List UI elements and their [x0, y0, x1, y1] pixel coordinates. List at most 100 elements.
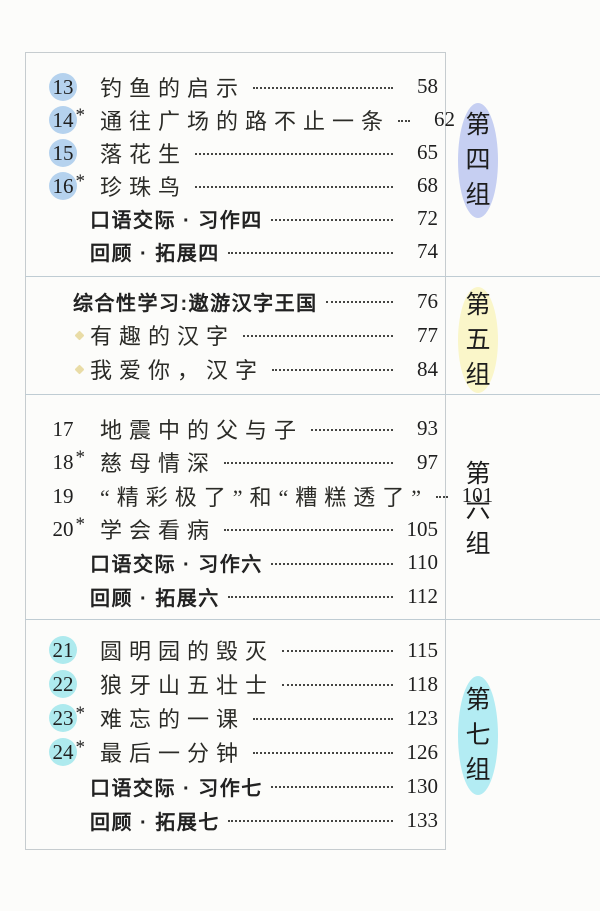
lesson-title: 学会看病 [100, 518, 217, 544]
lesson-number: 21 [49, 636, 77, 664]
activity-title: 回顾 · 拓展六 [90, 587, 220, 610]
lesson-number: 18 * [49, 447, 86, 476]
toc-row-activity: 口语交际 · 习作四 72 [26, 202, 445, 235]
activity-title: 回顾 · 拓展七 [90, 811, 220, 834]
toc-row: 24 * 最后一分钟 126 [26, 735, 445, 769]
number-column: 24 * [26, 737, 100, 766]
dotted-leader [253, 718, 393, 720]
number-column: 15 [26, 138, 100, 167]
lesson-title: 慈母情深 [100, 451, 217, 477]
number-column: 17 [26, 415, 100, 443]
dotted-leader [270, 562, 393, 565]
toc-row: 21 圆明园的毁灭 115 [26, 633, 445, 667]
lesson-title: “精彩极了”和“糟糕透了” [100, 484, 429, 510]
page-number: 68 [417, 173, 438, 197]
dotted-leader [243, 335, 393, 337]
dotted-leader [227, 251, 393, 254]
number-column: 23 * [26, 703, 100, 732]
number-column: 14 * [26, 105, 100, 134]
dotted-leader [311, 428, 393, 431]
section-group5-list: 综合性学习:遨游汉字王国 76 有趣的汉字 77 我爱你，汉字 84 [25, 277, 446, 394]
section-group4: 13 钓鱼的启示 58 14 * 通往广场的路不止一条 62 15 [25, 52, 600, 277]
toc-row-activity: 回顾 · 拓展七 133 [26, 803, 445, 837]
lesson-title: 圆明园的毁灭 [100, 639, 275, 664]
page-number: 93 [417, 416, 438, 441]
toc-row-special: 综合性学习:遨游汉字王国 76 [26, 284, 445, 318]
dotted-leader [253, 86, 393, 89]
page-number: 101 [461, 483, 494, 508]
diamond-bullet-icon [74, 330, 85, 340]
toc-row-activity: 口语交际 · 习作六 110 [26, 546, 445, 580]
group-label-column: 第五组 [446, 277, 600, 394]
toc-row-activity: 回顾 · 拓展六 112 [26, 580, 445, 614]
number-column: 18 * [26, 447, 100, 476]
page-number: 77 [417, 322, 438, 347]
section-group6: 17 地震中的父与子 93 18 * 慈母情深 97 19 [25, 395, 600, 620]
group4-label-oval: 第四组 [458, 103, 498, 218]
lesson-title: 落花生 [100, 141, 188, 167]
lesson-number: 20 * [49, 514, 86, 543]
group-label-column: 第六组 [446, 395, 600, 619]
page-number: 58 [417, 74, 438, 98]
number-column: 21 [26, 636, 100, 664]
sub-item-title: 我爱你，汉字 [90, 358, 265, 383]
number-column: 20 * [26, 514, 100, 543]
toc-row: 13 钓鱼的启示 58 [26, 70, 445, 103]
lesson-number: 16 * [49, 171, 85, 200]
lesson-number: 17 [52, 416, 74, 441]
page-number: 84 [417, 356, 438, 381]
dotted-leader [270, 218, 393, 221]
lesson-title: 最后一分钟 [100, 741, 246, 766]
toc-row: 15 落花生 65 [26, 136, 445, 169]
star-mark: * [75, 447, 86, 469]
dotted-leader [224, 529, 393, 532]
page-number: 115 [407, 637, 438, 662]
toc-row-activity: 口语交际 · 习作七 130 [26, 769, 445, 803]
lesson-number: 15 [49, 138, 77, 167]
diamond-bullet-icon [74, 364, 85, 374]
page-number: 65 [417, 140, 438, 164]
lesson-number: 13 [49, 72, 77, 101]
toc-row: 14 * 通往广场的路不止一条 62 [26, 103, 455, 136]
dotted-leader [227, 596, 393, 599]
toc-row-sub: 有趣的汉字 77 [26, 318, 445, 352]
dotted-leader [195, 152, 393, 155]
page-number: 130 [406, 773, 439, 798]
activity-title: 口语交际 · 习作四 [90, 210, 263, 232]
dotted-leader [398, 119, 411, 122]
group5-label: 第五组 [465, 290, 491, 389]
activity-title: 回顾 · 拓展四 [90, 243, 220, 265]
dotted-leader [253, 752, 393, 754]
section-group5: 综合性学习:遨游汉字王国 76 有趣的汉字 77 我爱你，汉字 84 [25, 277, 600, 395]
page-number: 110 [407, 550, 438, 575]
number-column: 13 [26, 72, 100, 101]
page-number: 74 [417, 239, 438, 263]
page-number: 123 [406, 705, 439, 730]
page-number: 105 [406, 516, 439, 541]
dotted-leader [282, 684, 393, 686]
number-column: 16 * [26, 171, 100, 200]
group4-label: 第四组 [465, 111, 491, 209]
lesson-title: 地震中的父与子 [100, 417, 304, 443]
lesson-number: 19 [52, 483, 74, 508]
group-label-column: 第四组 [446, 52, 600, 276]
number-column: 19 [26, 482, 100, 510]
lesson-title: 珍珠鸟 [100, 174, 188, 200]
toc-row: 17 地震中的父与子 93 [26, 412, 445, 446]
dotted-leader [270, 786, 393, 788]
page-number: 126 [406, 739, 439, 764]
group6-label-plain: 第六组 [458, 453, 498, 565]
lesson-number: 22 [49, 670, 77, 698]
lesson-title: 难忘的一课 [100, 707, 246, 732]
page-number: 97 [417, 449, 438, 474]
lesson-title: 通往广场的路不止一条 [100, 108, 391, 134]
dotted-leader [325, 301, 393, 303]
group7-label-oval: 第七组 [458, 676, 498, 795]
toc-row: 20 * 学会看病 105 [26, 513, 445, 547]
activity-title: 口语交际 · 习作六 [90, 554, 263, 577]
star-mark: * [75, 514, 86, 536]
section-group7: 21 圆明园的毁灭 115 22 狼牙山五壮士 118 23 * [25, 620, 600, 850]
dotted-leader [224, 462, 393, 465]
sub-item-title: 有趣的汉字 [90, 324, 236, 349]
toc-table: 13 钓鱼的启示 58 14 * 通往广场的路不止一条 62 15 [25, 52, 600, 850]
